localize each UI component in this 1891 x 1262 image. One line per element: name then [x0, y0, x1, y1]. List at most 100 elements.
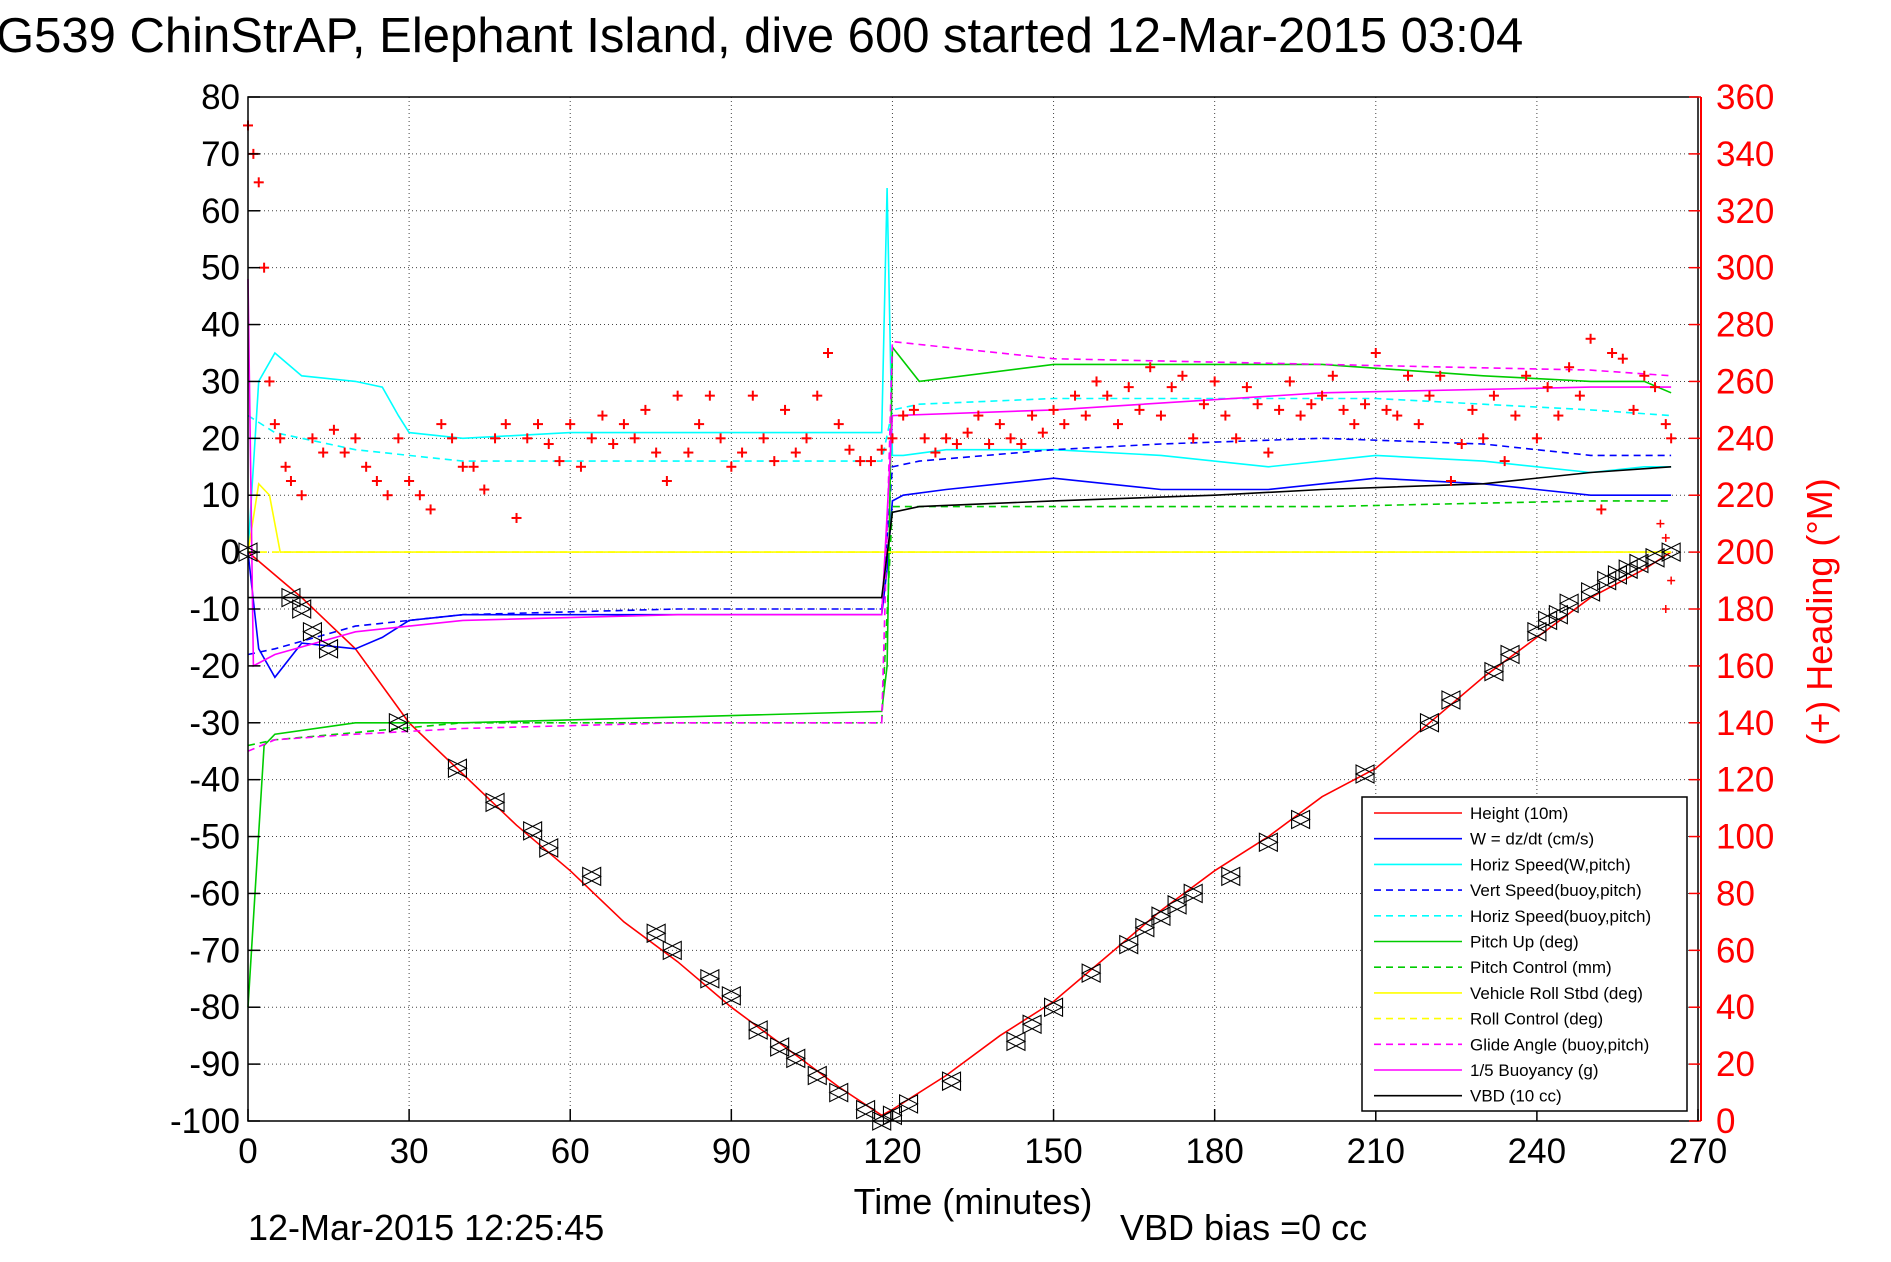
- tick-label-left: 70: [201, 135, 240, 174]
- depth-marker: [1580, 582, 1601, 602]
- heading-marker: [1080, 410, 1091, 421]
- heading-marker: [833, 419, 844, 430]
- heading-marker: [393, 433, 404, 444]
- tick-label-x: 30: [390, 1132, 429, 1171]
- y-axis-left: 80 70 60 50 40 30 20 10 0 -10 -20 -30 -40 -50 -60 -70 -8…: [170, 78, 260, 1141]
- tick-label-x: 180: [1185, 1132, 1243, 1171]
- heading-marker: [994, 419, 1005, 430]
- tick-label-x: 120: [863, 1132, 921, 1171]
- tick-label-x: 270: [1669, 1132, 1727, 1171]
- heading-marker: [1005, 433, 1016, 444]
- tick-label-left: 80: [201, 78, 240, 117]
- tick-label-left: -80: [189, 988, 240, 1027]
- heading-marker: [962, 427, 973, 438]
- depth-marker: [1150, 906, 1172, 927]
- heading-marker: [898, 410, 909, 421]
- heading-marker: [275, 433, 286, 444]
- heading-marker: [823, 348, 833, 358]
- tick-label-left: 20: [201, 419, 240, 458]
- tick-label-left: -20: [189, 647, 240, 686]
- heading-marker-sparse: [1661, 533, 1670, 542]
- heading-marker: [511, 512, 522, 523]
- heading-marker: [1037, 427, 1048, 438]
- heading-marker: [1617, 353, 1628, 364]
- heading-marker: [468, 461, 479, 472]
- heading-marker: [672, 390, 683, 401]
- heading-marker: [522, 433, 533, 444]
- depth-marker: [1660, 542, 1682, 563]
- heading-marker: [1596, 504, 1607, 515]
- tick-label-right: 300: [1716, 249, 1774, 288]
- heading-marker: [425, 504, 436, 515]
- heading-marker: [414, 490, 425, 501]
- heading-marker: [812, 390, 823, 401]
- tick-label-left: -10: [189, 590, 240, 629]
- series-line-6: [247, 500, 1672, 747]
- heading-marker: [618, 419, 629, 430]
- tick-label-left: -70: [189, 931, 240, 970]
- heading-marker: [1070, 390, 1081, 401]
- heading-marker: [758, 433, 769, 444]
- heading-marker: [1574, 390, 1585, 401]
- series-line-7: [247, 482, 1672, 553]
- heading-marker: [318, 447, 329, 458]
- depth-marker: [388, 712, 409, 733]
- depth-marker: [1558, 593, 1580, 614]
- tick-label-left: 0: [221, 533, 240, 572]
- heading-marker: [973, 410, 984, 421]
- tick-label-left: 60: [201, 192, 240, 231]
- heading-marker: [382, 490, 393, 501]
- depth-marker: [1607, 564, 1628, 585]
- depth-marker: [769, 1037, 790, 1057]
- tick-label-left: 30: [201, 362, 240, 401]
- marker-layer: [237, 120, 1682, 1131]
- heading-marker: [855, 456, 866, 467]
- tick-label-right: 120: [1716, 761, 1774, 800]
- depth-marker: [721, 985, 742, 1006]
- depth-marker: [1080, 963, 1102, 983]
- heading-marker-sparse: [1656, 519, 1665, 528]
- depth-marker: [1419, 712, 1440, 733]
- depth-marker: [662, 940, 683, 961]
- y-axis-right: 3603403203002802602402202001801601401201…: [1689, 78, 1774, 1141]
- heading-marker: [1370, 348, 1381, 358]
- heading-marker: [543, 439, 554, 450]
- heading-marker: [887, 433, 898, 444]
- depth-marker: [1548, 604, 1569, 625]
- heading-marker: [1650, 382, 1661, 393]
- heading-marker: [726, 461, 737, 472]
- heading-marker: [1607, 348, 1618, 358]
- depth-marker: [1354, 764, 1376, 784]
- heading-marker: [1488, 390, 1499, 401]
- heading-marker-sparse: [1667, 576, 1676, 585]
- heading-marker: [1467, 404, 1478, 415]
- depth-marker: [1537, 610, 1558, 631]
- depth-marker: [747, 1020, 769, 1040]
- heading-marker: [1177, 370, 1188, 381]
- depth-marker: [1258, 832, 1279, 853]
- tick-label-right: 180: [1716, 590, 1774, 629]
- heading-marker: [737, 447, 748, 458]
- tick-label-x: 60: [551, 1132, 590, 1171]
- legend-label-5: Pitch Up (deg): [1470, 933, 1579, 952]
- legend-label-11: VBD (10 cc): [1470, 1087, 1562, 1106]
- heading-marker: [1628, 404, 1639, 415]
- heading-marker: [1392, 410, 1403, 421]
- heading-marker: [1198, 399, 1209, 410]
- heading-marker: [269, 419, 280, 430]
- heading-marker: [350, 433, 361, 444]
- depth-marker: [1182, 883, 1204, 904]
- heading-marker: [1445, 476, 1456, 486]
- heading-marker: [661, 476, 672, 486]
- heading-marker: [984, 439, 995, 450]
- heading-marker: [1048, 404, 1059, 415]
- tick-label-right: 260: [1716, 362, 1774, 401]
- legend-label-6: Pitch Control (mm): [1470, 958, 1612, 977]
- heading-marker: [253, 177, 264, 188]
- tick-label-left: 10: [201, 476, 240, 515]
- heading-marker: [500, 419, 511, 430]
- depth-marker: [1499, 644, 1521, 665]
- tick-label-left: -60: [189, 874, 240, 913]
- depth-marker: [447, 758, 468, 779]
